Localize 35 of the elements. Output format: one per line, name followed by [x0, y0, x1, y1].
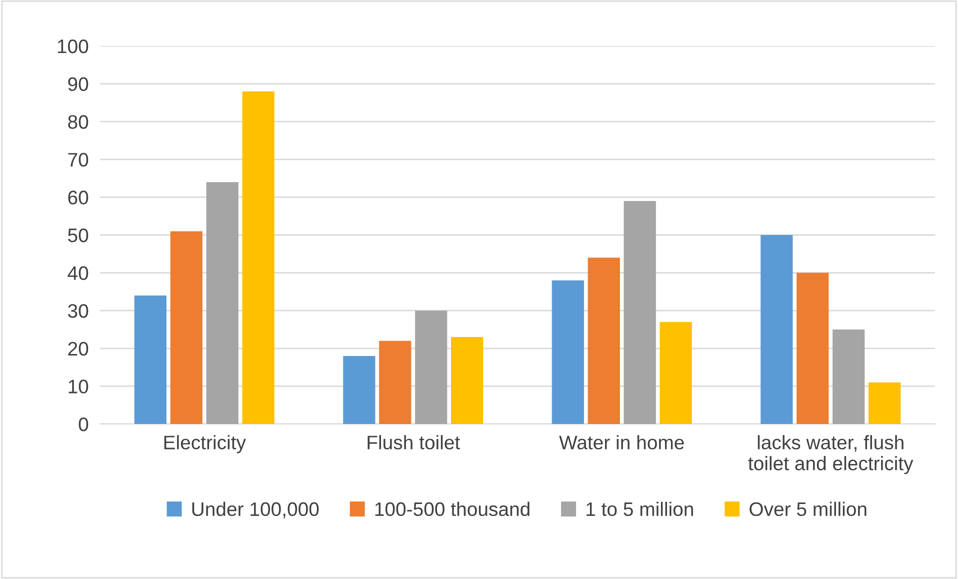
y-tick-label: 50	[68, 228, 88, 242]
x-tick-label: Electricity	[164, 435, 246, 454]
y-tick-label: 80	[68, 115, 88, 129]
y-tick-label: 30	[68, 304, 88, 318]
y-tick-label: 100	[58, 39, 88, 54]
x-tick-label: lacks water, flush toilet and electricity	[748, 435, 914, 474]
bar	[451, 337, 484, 424]
y-tick-label: 0	[78, 417, 88, 432]
y-tick-label: 40	[68, 266, 88, 280]
legend-label: Under 100,000	[192, 502, 319, 518]
legend-label: 1 to 5 million	[586, 502, 693, 516]
bar	[415, 310, 448, 424]
bar	[660, 322, 692, 424]
bar	[379, 340, 412, 424]
bar	[134, 295, 166, 424]
x-tick-label: Water in home	[559, 435, 684, 450]
x-tick-label: Flush toilet	[368, 435, 460, 450]
bar	[170, 231, 202, 424]
bar	[343, 356, 376, 424]
bar	[242, 91, 274, 424]
bar	[760, 235, 793, 424]
y-tick-label: 60	[68, 190, 88, 204]
bar	[588, 258, 620, 424]
y-tick-label: 20	[68, 342, 88, 356]
y-tick-label: 70	[68, 152, 88, 167]
legend-label: 100-500 thousand	[375, 502, 530, 516]
bar	[206, 182, 238, 424]
y-tick-label: 10	[68, 380, 88, 394]
bar	[868, 382, 901, 424]
legend-label: Over 5 million	[750, 502, 866, 516]
bar	[624, 200, 656, 424]
bar	[552, 280, 584, 424]
y-tick-label: 90	[68, 77, 88, 92]
bar	[796, 272, 829, 424]
bar	[832, 330, 865, 424]
